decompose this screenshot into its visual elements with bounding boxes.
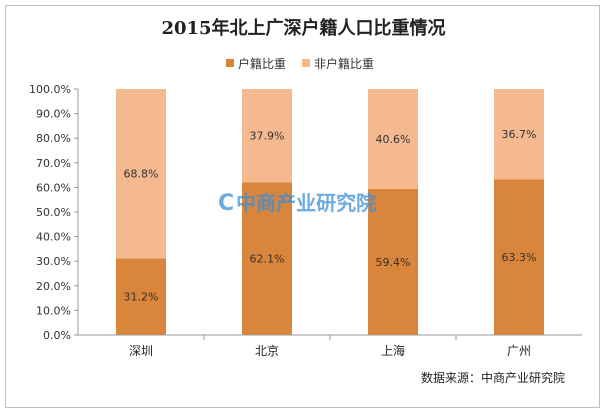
data-source-note: 数据来源：中商产业研究院 [420, 371, 565, 385]
data-label-hukou: 62.1% [250, 253, 285, 266]
x-tick-label: 上海 [381, 343, 405, 358]
data-label-non-hukou: 37.9% [250, 130, 285, 143]
bar-non-hukou [242, 89, 292, 183]
y-tick-label: 10.0% [36, 304, 71, 317]
x-tick-label: 深圳 [129, 344, 153, 358]
x-tick-label: 广州 [507, 344, 531, 358]
legend-label-hukou: 户籍比重 [238, 57, 287, 71]
bar-non-hukou [494, 89, 544, 180]
data-label-hukou: 59.4% [376, 256, 411, 269]
bar-hukou [494, 179, 544, 335]
watermark-text: 中商产业研究院 [236, 191, 377, 215]
y-tick-label: 90.0% [36, 108, 71, 121]
data-label-non-hukou: 36.7% [502, 128, 537, 141]
y-tick-label: 30.0% [36, 255, 71, 268]
legend-item-hukou: 户籍比重 [226, 55, 286, 72]
legend-item-non-hukou: 非户籍比重 [302, 55, 374, 72]
data-label-non-hukou: 40.6% [376, 133, 411, 146]
x-tick-label: 北京 [255, 344, 279, 358]
y-tick-label: 70.0% [36, 157, 71, 170]
y-tick-label: 50.0% [36, 206, 71, 219]
data-label-non-hukou: 68.8% [124, 168, 159, 181]
y-tick-label: 40.0% [36, 231, 71, 244]
legend-swatch-hukou [226, 59, 234, 67]
y-tick-label: 0.0% [43, 329, 71, 342]
bar-non-hukou [368, 89, 418, 189]
bar-hukou [116, 258, 166, 335]
chart-legend: 户籍比重 非户籍比重 [0, 55, 607, 75]
y-tick-label: 80.0% [36, 132, 71, 145]
chart-title: 2015年北上广深户籍人口比重情况 [161, 18, 446, 39]
data-label-hukou: 31.2% [124, 291, 159, 304]
watermark: C 中商产业研究院 [218, 187, 376, 216]
y-tick-label: 60.0% [36, 181, 71, 194]
bar-non-hukou [116, 89, 166, 259]
y-tick-label: 20.0% [36, 280, 71, 293]
data-label-hukou: 63.3% [502, 251, 537, 264]
watermark-logo-icon: C [218, 191, 235, 216]
bar-hukou [242, 182, 292, 335]
bar-hukou [368, 188, 418, 335]
y-tick-label: 100.0% [29, 83, 71, 96]
legend-label-non-hukou: 非户籍比重 [314, 57, 375, 71]
legend-swatch-non-hukou [302, 59, 310, 67]
